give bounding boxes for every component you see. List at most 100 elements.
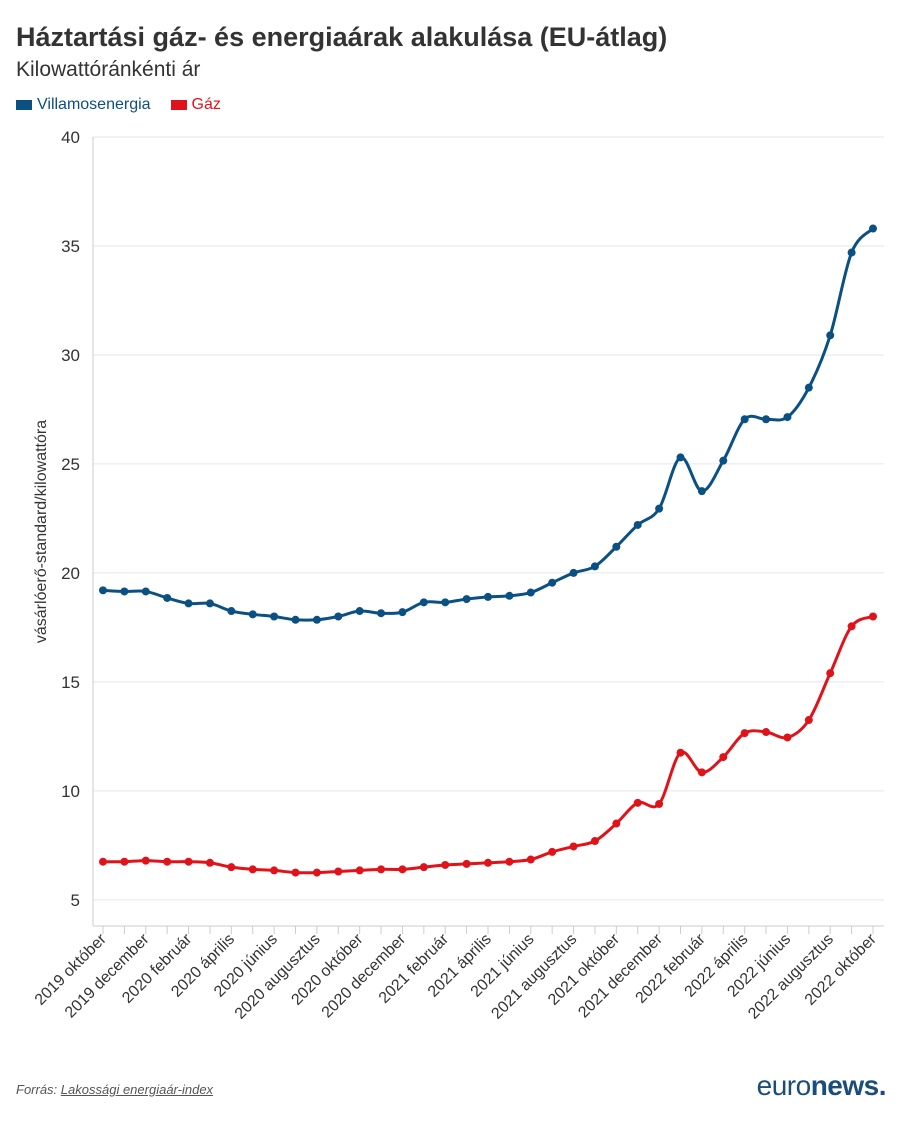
- data-point-gas: [184, 857, 193, 866]
- data-point-gas: [227, 863, 236, 872]
- data-point-electricity: [612, 542, 621, 551]
- data-point-gas: [548, 847, 557, 856]
- data-point-electricity: [99, 586, 107, 595]
- data-point-electricity: [227, 607, 236, 616]
- data-point-electricity: [633, 520, 642, 529]
- data-point-gas: [612, 819, 621, 828]
- data-point-electricity: [826, 331, 835, 340]
- y-tick-label: 40: [61, 128, 80, 147]
- legend: Villamosenergia Gáz: [16, 96, 221, 114]
- euronews-logo: euronews.: [756, 1070, 887, 1102]
- logo-dot: .: [878, 1070, 887, 1101]
- data-point-electricity: [377, 609, 386, 618]
- data-point-gas: [377, 865, 386, 874]
- logo-part1: euro: [756, 1070, 812, 1101]
- data-point-gas: [484, 858, 492, 867]
- data-point-electricity: [697, 487, 706, 496]
- chart-title: Háztartási gáz- és energiaárak alakulása…: [16, 22, 668, 52]
- data-point-electricity: [484, 592, 492, 601]
- data-point-electricity: [141, 587, 150, 596]
- logo-part2: news: [810, 1070, 880, 1101]
- data-point-gas: [312, 868, 321, 877]
- data-point-gas: [569, 842, 578, 851]
- data-point-electricity: [762, 415, 771, 424]
- data-point-gas: [826, 669, 835, 678]
- data-point-electricity: [740, 415, 749, 424]
- data-point-gas: [462, 859, 471, 868]
- legend-item-gas[interactable]: Gáz: [170, 96, 221, 114]
- data-point-electricity: [184, 599, 193, 608]
- legend-label-gas: Gáz: [191, 96, 221, 113]
- data-point-electricity: [205, 599, 214, 608]
- data-point-electricity: [869, 224, 877, 233]
- y-tick-label: 5: [71, 891, 80, 910]
- data-point-gas: [804, 716, 813, 725]
- source-note: Forrás: Lakossági energiaár-index: [16, 1082, 213, 1097]
- data-point-electricity: [163, 593, 172, 602]
- data-point-gas: [719, 753, 728, 762]
- data-point-gas: [526, 855, 535, 864]
- data-point-gas: [99, 857, 107, 866]
- data-point-electricity: [590, 562, 599, 571]
- data-point-electricity: [505, 591, 514, 600]
- data-point-electricity: [291, 615, 300, 624]
- data-point-electricity: [569, 568, 578, 577]
- data-point-gas: [248, 865, 257, 874]
- y-tick-label: 35: [61, 237, 80, 256]
- legend-swatch-electricity: [16, 100, 32, 110]
- data-point-gas: [740, 729, 749, 738]
- data-point-electricity: [804, 383, 813, 392]
- data-point-gas: [783, 733, 792, 742]
- data-point-gas: [163, 857, 172, 866]
- source-link[interactable]: Lakossági energiaár-index: [60, 1082, 214, 1097]
- source-prefix: Forrás:: [16, 1082, 58, 1097]
- data-point-electricity: [548, 578, 557, 587]
- data-point-gas: [676, 748, 685, 757]
- data-point-electricity: [120, 587, 129, 596]
- data-point-electricity: [655, 504, 664, 513]
- series-line-electricity: [102, 227, 875, 622]
- data-point-gas: [762, 728, 771, 737]
- y-tick-label: 10: [61, 782, 80, 801]
- y-tick-label: 30: [61, 346, 80, 365]
- data-point-electricity: [270, 612, 279, 621]
- data-point-gas: [398, 865, 407, 874]
- data-point-gas: [505, 857, 514, 866]
- legend-item-electricity[interactable]: Villamosenergia: [16, 96, 151, 114]
- data-point-gas: [633, 798, 642, 807]
- data-point-electricity: [334, 612, 343, 621]
- data-point-electricity: [248, 610, 257, 619]
- data-point-electricity: [398, 608, 407, 617]
- data-point-electricity: [462, 595, 471, 604]
- data-point-gas: [120, 857, 129, 866]
- data-point-gas: [270, 866, 279, 875]
- chart-subtitle: Kilowattóránkénti ár: [16, 58, 201, 81]
- legend-swatch-gas: [170, 100, 187, 110]
- data-point-gas: [441, 860, 450, 869]
- y-tick-label: 20: [61, 564, 80, 583]
- legend-label-electricity: Villamosenergia: [37, 96, 151, 113]
- data-point-gas: [697, 768, 706, 777]
- data-point-gas: [655, 799, 664, 808]
- data-point-gas: [355, 866, 364, 875]
- data-point-electricity: [441, 598, 450, 607]
- data-point-electricity: [783, 413, 792, 422]
- data-point-gas: [847, 622, 856, 631]
- line-chart: 5 10 15 20 25 30 35 40 vásárlóerő-standard/kilow…: [32, 128, 884, 1023]
- data-point-electricity: [419, 598, 428, 607]
- data-point-gas: [291, 868, 300, 877]
- data-point-gas: [869, 612, 877, 621]
- data-point-electricity: [526, 588, 535, 597]
- data-point-electricity: [355, 607, 364, 616]
- data-point-gas: [590, 836, 599, 845]
- data-point-gas: [205, 858, 214, 867]
- data-point-electricity: [847, 248, 856, 257]
- data-point-electricity: [676, 453, 685, 462]
- x-tick-label: 2019 október: [32, 930, 111, 1009]
- series-line-gas: [102, 615, 874, 875]
- data-point-gas: [419, 863, 428, 872]
- data-point-electricity: [312, 615, 321, 624]
- data-point-electricity: [719, 456, 728, 465]
- data-point-gas: [141, 856, 150, 865]
- data-point-gas: [334, 867, 343, 876]
